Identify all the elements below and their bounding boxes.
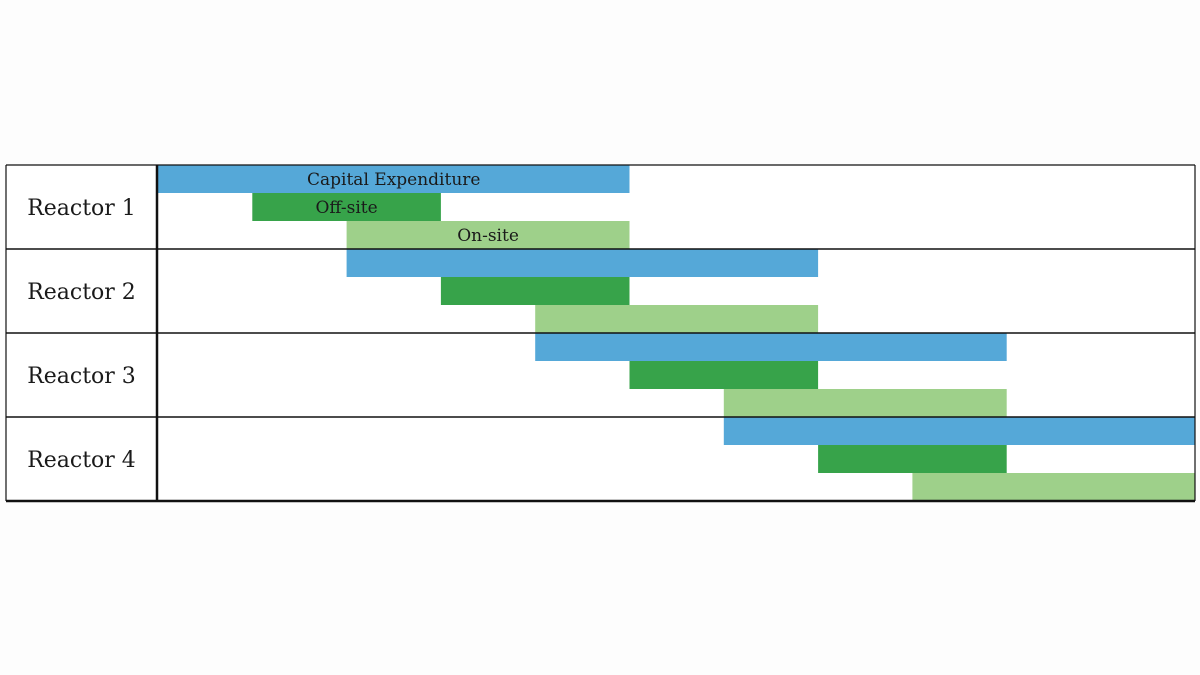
row-label-reactor-3: Reactor 3 — [27, 364, 136, 389]
bar-reactor-2-on-site — [535, 305, 819, 333]
bar-reactor-3-off-site — [629, 361, 819, 389]
bar-reactor-3-on-site — [723, 389, 1007, 417]
bar-reactor-1-off-site — [252, 193, 441, 221]
bar-reactor-1-capital-expenditure — [158, 165, 630, 193]
row-label-reactor-4: Reactor 4 — [27, 448, 136, 473]
bar-reactor-3-capital-expenditure — [535, 333, 1007, 361]
row-label-reactor-2: Reactor 2 — [27, 280, 136, 305]
bar-label-on-site: On-site — [457, 226, 519, 246]
row-label-reactor-1: Reactor 1 — [27, 196, 136, 221]
table-frame — [5, 164, 1196, 503]
bar-reactor-2-capital-expenditure — [346, 249, 819, 277]
bar-reactor-4-off-site — [818, 445, 1007, 473]
bar-reactor-4-capital-expenditure — [723, 417, 1195, 445]
bar-label-off-site: Off-site — [315, 198, 377, 218]
label-layer: Reactor 1 Capital Expenditure Off-site On-s… — [27, 170, 519, 473]
bar-reactor-2-off-site — [440, 277, 630, 305]
bar-layer — [158, 165, 1195, 501]
bar-reactor-4-on-site — [912, 473, 1195, 501]
bar-label-capital-expenditure: Capital Expenditure — [307, 170, 480, 190]
bar-reactor-1-on-site — [346, 221, 630, 249]
